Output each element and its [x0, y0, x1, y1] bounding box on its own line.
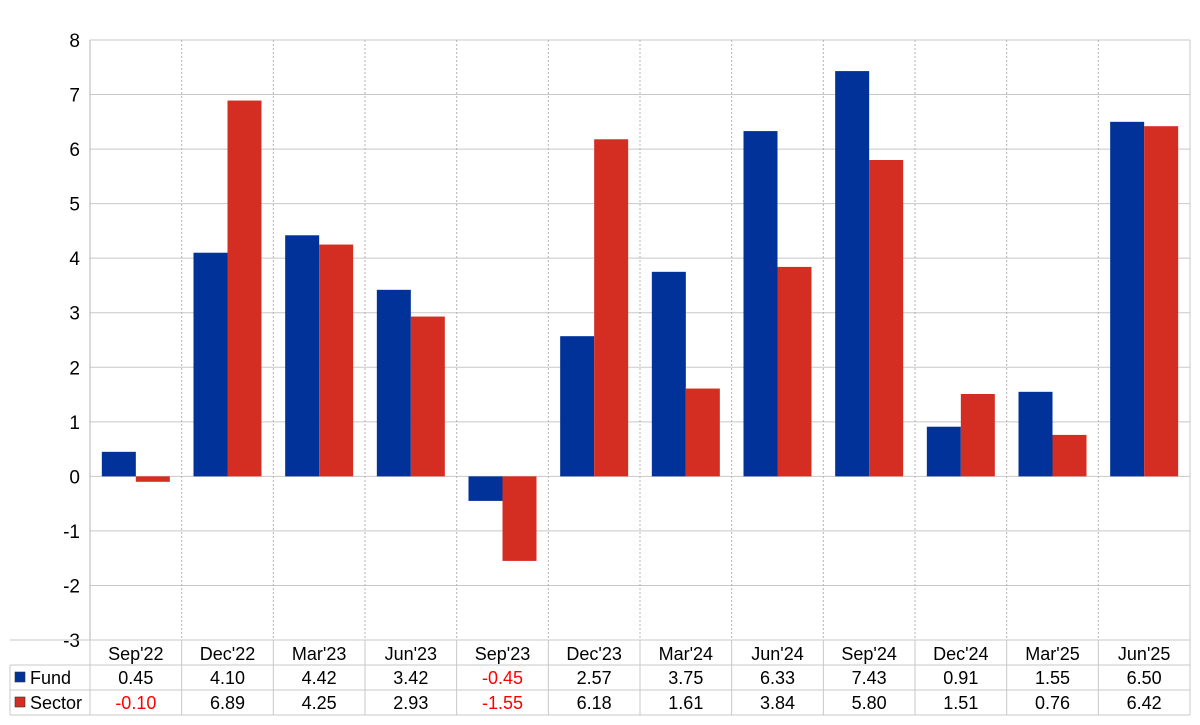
x-tick-label: Dec'23 [566, 644, 621, 664]
data-label: 6.33 [760, 668, 795, 688]
x-tick-label: Mar'23 [292, 644, 346, 664]
data-label: 7.43 [852, 668, 887, 688]
fund-bar [193, 252, 228, 477]
fund-bar [1018, 391, 1053, 477]
sector-bar [685, 388, 720, 477]
y-tick-label: -1 [63, 522, 80, 543]
data-label: 0.45 [118, 668, 153, 688]
data-label: 4.42 [302, 668, 337, 688]
data-label: 0.91 [943, 668, 978, 688]
sector-bar [319, 244, 354, 477]
fund-bar [376, 289, 411, 477]
fund-bar [285, 235, 320, 477]
x-tick-label: Dec'24 [933, 644, 988, 664]
sector-bar [869, 160, 904, 477]
fund-bar [560, 336, 595, 477]
x-tick-label: Jun'23 [385, 644, 437, 664]
y-tick-label: 3 [69, 304, 80, 325]
data-label: 2.57 [577, 668, 612, 688]
legend-label: Sector [30, 693, 82, 713]
x-tick-label: Sep'23 [475, 644, 531, 664]
y-tick-label: -2 [63, 576, 80, 597]
y-tick-label: 4 [69, 249, 80, 270]
data-label: 6.89 [210, 693, 245, 713]
fund-bar [468, 476, 503, 501]
x-tick-label: Jun'24 [751, 644, 803, 664]
data-label: 1.51 [943, 693, 978, 713]
legend-label: Fund [30, 668, 71, 688]
y-tick-label: 5 [69, 195, 80, 216]
x-tick-label: Jun'25 [1118, 644, 1170, 664]
y-tick-label: 7 [69, 86, 80, 107]
fund-bar [835, 71, 870, 477]
data-label: 3.42 [393, 668, 428, 688]
y-tick-label: 0 [69, 467, 80, 488]
data-label: 0.76 [1035, 693, 1070, 713]
y-tick-label: -3 [63, 631, 80, 652]
fund-legend-swatch [14, 671, 26, 683]
data-label: -1.55 [482, 693, 523, 713]
sector-bar [227, 100, 262, 477]
sector-legend-swatch [14, 696, 26, 708]
data-label: 5.80 [852, 693, 887, 713]
data-label: 1.55 [1035, 668, 1070, 688]
fund-bar [651, 271, 686, 477]
sector-bar [777, 266, 812, 477]
data-label: -0.10 [115, 693, 156, 713]
data-label: 4.25 [302, 693, 337, 713]
fund-bar [926, 426, 961, 477]
x-tick-label: Mar'25 [1025, 644, 1079, 664]
y-tick-label: 1 [69, 413, 80, 434]
sector-bar [502, 476, 537, 561]
fund-bar [1110, 121, 1145, 477]
fund-bar [743, 131, 778, 477]
x-tick-label: Sep'24 [841, 644, 897, 664]
sector-bar [960, 394, 995, 477]
fund-bar [101, 451, 136, 477]
y-tick-label: 6 [69, 140, 80, 161]
x-tick-label: Dec'22 [200, 644, 255, 664]
data-label: 1.61 [668, 693, 703, 713]
data-label: 6.18 [577, 693, 612, 713]
sector-bar [1144, 126, 1179, 477]
sector-bar [594, 139, 629, 477]
sector-bar [135, 476, 170, 482]
data-label: -0.45 [482, 668, 523, 688]
data-label: 2.93 [393, 693, 428, 713]
x-tick-label: Mar'24 [659, 644, 713, 664]
data-label: 3.75 [668, 668, 703, 688]
x-tick-label: Sep'22 [108, 644, 164, 664]
data-label: 3.84 [760, 693, 795, 713]
data-label: 6.50 [1127, 668, 1162, 688]
data-label: 4.10 [210, 668, 245, 688]
y-tick-label: 8 [69, 31, 80, 52]
data-label: 6.42 [1127, 693, 1162, 713]
y-tick-label: 2 [69, 358, 80, 379]
sector-bar [1052, 434, 1087, 477]
sector-bar [410, 316, 445, 477]
